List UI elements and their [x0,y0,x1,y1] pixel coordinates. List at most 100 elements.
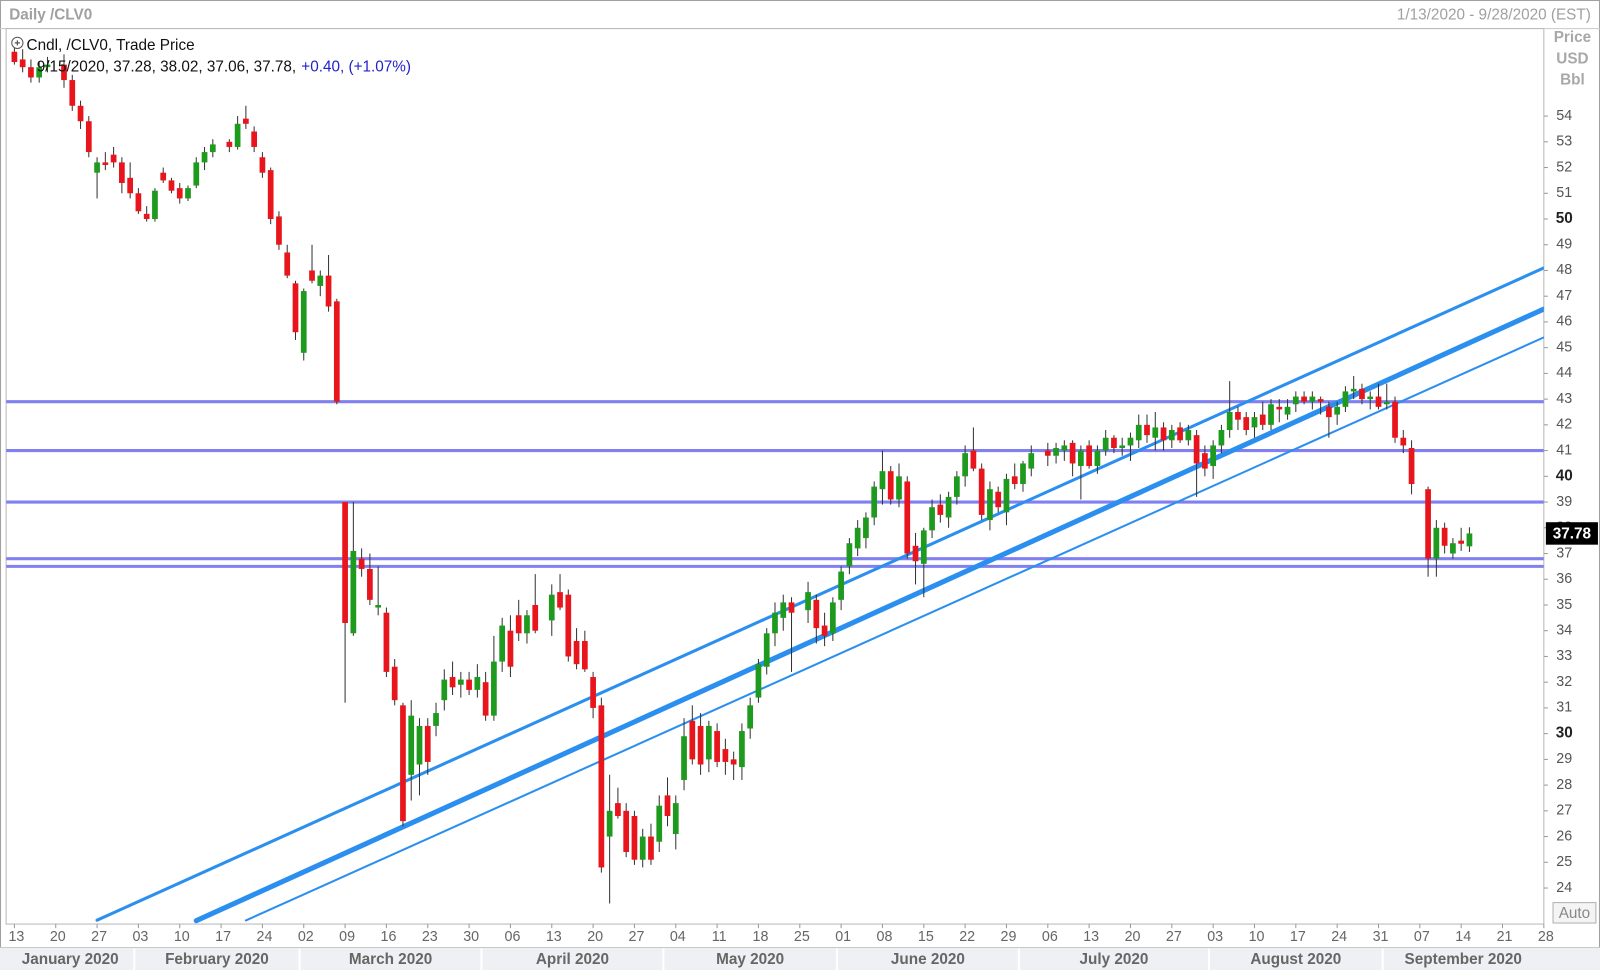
x-tick-label: 02 [298,929,314,945]
candle-body [1144,424,1150,436]
x-tick-label: 20 [50,929,66,945]
y-tick-label: 25 [1556,854,1572,870]
y-tick-label: 43 [1556,391,1572,407]
candle-body [416,725,423,765]
candle-body [1210,445,1217,467]
candle-body [763,633,770,667]
candle-body [697,725,704,765]
candle-body [1177,427,1183,441]
candle-body [557,592,563,608]
candle-body [1317,399,1324,402]
auto-button[interactable] [1552,902,1597,924]
candle-body [1268,404,1274,425]
x-tick-label: 15 [918,929,934,945]
candle-body [722,749,729,762]
candle-body [813,599,820,629]
candle-body [573,641,580,665]
candle-body [168,180,175,191]
candle-body [226,141,233,147]
candle-body [1359,388,1365,400]
x-tick-label: 11 [712,929,727,945]
x-tick-label: 03 [133,929,149,945]
candle-body [912,545,919,562]
candle-body [1053,448,1059,456]
y-tick-label: 36 [1556,571,1572,587]
candle-body [648,836,654,860]
y-tick-label: 53 [1556,134,1572,150]
y-tick-label: 31 [1556,700,1572,716]
candle-body [1135,424,1142,441]
x-tick-label: 10 [174,929,190,945]
candle-body [1020,463,1026,485]
candle-body [11,51,18,63]
last-price-label: 37.78 [1553,526,1592,543]
candle-body [615,803,621,816]
candle-body [85,121,92,153]
x-tick-label: 27 [91,929,107,945]
candle-body [1334,406,1341,415]
candle-body [598,705,605,868]
candle-body [1235,411,1241,420]
candle-body [193,162,200,186]
y-tick-label: 42 [1556,417,1572,433]
candle-body [896,476,902,500]
candle-body [730,759,737,765]
candle-body [276,216,282,245]
month-label: April 2020 [536,951,609,968]
x-tick-label: 16 [381,929,397,945]
legend-icon-glyph [14,40,20,46]
candle-body [400,705,406,822]
candle-body [391,666,398,701]
plot-area [5,28,1545,925]
candle-body [69,80,76,106]
trend-line [244,336,1544,922]
candle-body [565,594,572,657]
x-tick-label: 06 [505,929,521,945]
candle-body [639,836,646,860]
x-tick-label: 01 [835,929,851,945]
x-tick-label: 13 [546,929,562,945]
x-tick-label: 04 [670,929,686,945]
candle-body [110,154,117,163]
candle-body [127,177,133,194]
candle-body [466,679,472,690]
candle-body [1243,417,1250,431]
candle-body [1086,445,1092,467]
candle-body [954,476,960,497]
candle-body [19,59,26,68]
y-tick-label: 41 [1556,442,1572,458]
candle-body [1309,396,1316,402]
candle-body [747,705,754,729]
candle-body [838,571,844,600]
candle-body [1152,427,1159,438]
candle-body [1078,450,1084,467]
x-tick-label: 09 [339,929,355,945]
candle-body [805,592,811,611]
candle-body [887,471,894,500]
month-label: February 2020 [165,951,269,968]
y-tick-label: 28 [1556,777,1572,793]
x-tick-label: 29 [1001,929,1017,945]
candle-body [507,630,514,667]
candle-body [474,677,481,690]
candle-body [309,270,315,281]
y-tick-label: 51 [1556,185,1572,201]
last-price-box [1545,522,1598,545]
candle-body [821,625,828,636]
candle-body [61,64,67,81]
candle-body [1326,406,1332,418]
candle-body [920,530,927,564]
candle-body [1392,401,1398,438]
candle-body [515,615,522,634]
candle-body [1458,540,1465,544]
y-tick-label: 50 [1556,210,1573,227]
candle-body [1102,437,1109,451]
candle-body [36,67,43,78]
auto-button-label[interactable]: Auto [1559,905,1590,922]
x-tick-label: 18 [753,929,769,945]
y-tick-label: 39 [1556,494,1572,510]
candle-body [1127,437,1134,446]
y-tick-label: 37 [1556,545,1572,561]
x-tick-label: 22 [959,929,975,945]
candle-body [243,118,249,124]
